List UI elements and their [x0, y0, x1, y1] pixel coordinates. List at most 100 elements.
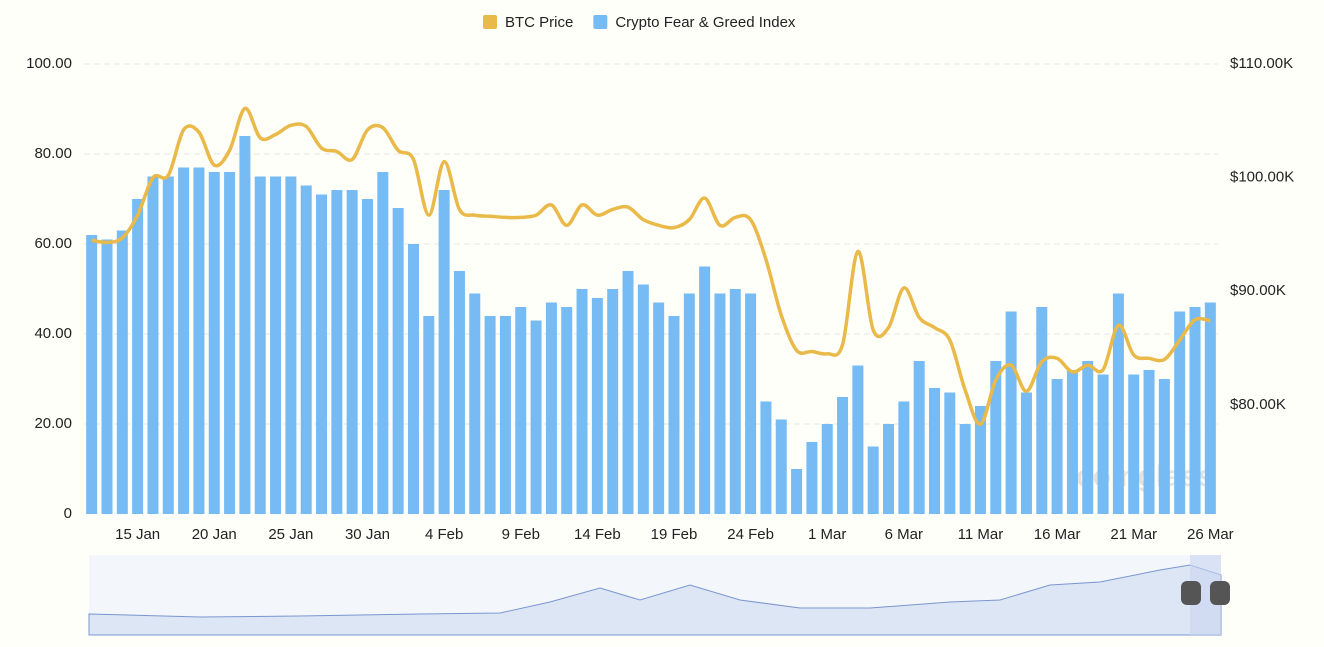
bar [331, 190, 343, 514]
bar [346, 190, 358, 514]
bar [1051, 379, 1063, 514]
y-tick-label: 0 [64, 505, 72, 522]
bar [162, 176, 174, 514]
bar [622, 271, 634, 514]
bar [898, 401, 910, 514]
bar [653, 302, 665, 514]
bar [1005, 311, 1017, 514]
plot [86, 106, 1216, 514]
bar [974, 406, 986, 514]
navigator-handle[interactable] [1181, 581, 1201, 605]
bar [591, 298, 603, 514]
bar [193, 167, 205, 514]
x-tick-label: 1 Mar [808, 526, 846, 543]
bar [300, 185, 312, 514]
bar [285, 176, 297, 514]
bar [1097, 374, 1109, 514]
bar [254, 176, 266, 514]
bar [469, 293, 481, 514]
y-tick-label: 80.00 [34, 145, 72, 162]
legend-label: BTC Price [505, 14, 573, 31]
bar [270, 176, 282, 514]
bar [499, 316, 511, 514]
x-tick-label: 6 Mar [885, 526, 923, 543]
bar [745, 293, 757, 514]
y2-tick-label: $110.00K [1230, 55, 1293, 72]
y2-tick-label: $90.00K [1230, 282, 1286, 299]
bar [438, 190, 450, 514]
bar [668, 316, 680, 514]
bar [683, 293, 695, 514]
bar [224, 172, 236, 514]
x-tick-label: 26 Mar [1187, 526, 1234, 543]
bar [484, 316, 496, 514]
bar [1143, 370, 1155, 514]
bar [1174, 311, 1186, 514]
bar [637, 284, 649, 514]
x-tick-label: 30 Jan [345, 526, 390, 543]
bar [147, 176, 159, 514]
legend-label: Crypto Fear & Greed Index [615, 14, 796, 31]
x-tick-label: 24 Feb [727, 526, 774, 543]
bar [929, 388, 940, 514]
bar [1020, 392, 1032, 514]
bar [132, 199, 144, 514]
y-tick-label: 100.00 [26, 55, 72, 72]
bar [959, 424, 971, 514]
bar [913, 361, 925, 514]
legend-swatch [483, 15, 497, 29]
y-tick-label: 60.00 [34, 235, 72, 252]
x-tick-label: 20 Jan [192, 526, 237, 543]
x-tick-label: 11 Mar [958, 526, 1004, 543]
x-tick-label: 16 Mar [1034, 526, 1081, 543]
bar [178, 167, 190, 514]
bar [806, 442, 818, 514]
bar [852, 365, 864, 514]
y-tick-label: 20.00 [34, 415, 72, 432]
y2-tick-label: $80.00K [1230, 396, 1286, 413]
bar [791, 469, 803, 514]
bar [515, 307, 527, 514]
legend-swatch [593, 15, 608, 29]
bar [86, 235, 98, 514]
bar [530, 320, 542, 514]
bar [208, 172, 220, 514]
bar [775, 419, 787, 514]
bar [423, 316, 435, 514]
bar [883, 424, 895, 514]
bar [607, 289, 619, 514]
bar [116, 230, 128, 514]
bar [1128, 374, 1140, 514]
bar [1189, 307, 1201, 514]
bar [760, 401, 772, 514]
x-tick-label: 19 Feb [651, 526, 698, 543]
bar [1066, 370, 1078, 514]
bar [1082, 361, 1094, 514]
bar [392, 208, 404, 514]
bar [714, 293, 726, 514]
bar [990, 361, 1002, 514]
navigator-handle[interactable] [1210, 581, 1230, 605]
x-tick-label: 14 Feb [574, 526, 621, 543]
x-tick-label: 21 Mar [1110, 526, 1157, 543]
bar [1204, 302, 1216, 514]
bar [377, 172, 389, 514]
y2-tick-label: $100.00K [1230, 169, 1294, 186]
bar [1158, 379, 1170, 514]
bar [729, 289, 741, 514]
x-tick-label: 4 Feb [425, 526, 463, 543]
bar [453, 271, 465, 514]
bar [837, 397, 849, 514]
bar [561, 307, 573, 514]
x-tick-label: 15 Jan [115, 526, 160, 543]
bar [407, 244, 419, 514]
x-tick-label: 25 Jan [268, 526, 313, 543]
bar [1036, 307, 1048, 514]
bar [316, 194, 328, 514]
bar [101, 239, 113, 514]
bar [362, 199, 373, 514]
bar [1112, 293, 1124, 514]
bar [545, 302, 557, 514]
bar [699, 266, 711, 514]
